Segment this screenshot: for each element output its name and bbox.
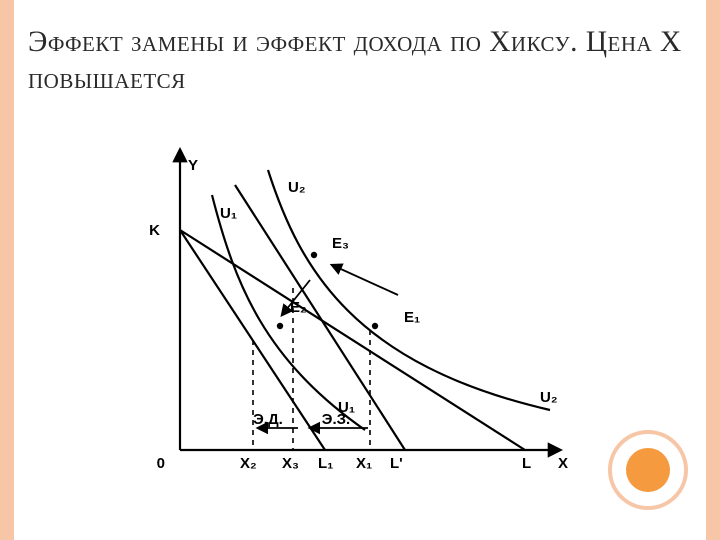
axis-label-x2: X₂ xyxy=(240,455,257,472)
label-U2-bot: U₂ xyxy=(540,389,558,406)
point-E3 xyxy=(311,252,317,258)
point-E1 xyxy=(372,323,378,329)
axis-label-o: 0 xyxy=(157,455,165,472)
arrow-e1_e3 xyxy=(332,265,398,295)
indiff-U2 xyxy=(268,170,550,410)
axis-label-lstar: L' xyxy=(390,455,403,472)
point-E2 xyxy=(277,323,283,329)
page-title: Эффект замены и эффект дохода по Хиксу. … xyxy=(28,24,692,97)
axis-label-x: X xyxy=(558,455,568,472)
label-point-E1: E₁ xyxy=(404,309,420,326)
hicks-diagram: U₁U₁U₂U₂E₁E₂E₃Э.З.Э.Д.YX0KLL'L₁X₁X₂X₃ xyxy=(120,130,620,500)
axis-label-y: Y xyxy=(188,157,198,174)
label-arrow-ed: Э.Д. xyxy=(253,411,283,428)
label-U1-top: U₁ xyxy=(220,205,237,222)
axis-label-l: L xyxy=(522,455,531,472)
axis-label-x3: X₃ xyxy=(282,455,299,472)
axis-label-k: K xyxy=(149,222,160,239)
title-text: Эффект замены и эффект дохода по Хиксу. … xyxy=(28,26,682,95)
accent-dot xyxy=(626,448,670,492)
diagram-container: U₁U₁U₂U₂E₁E₂E₃Э.З.Э.Д.YX0KLL'L₁X₁X₂X₃ xyxy=(120,130,620,500)
axis-label-l1: L₁ xyxy=(318,455,333,472)
label-U2-top: U₂ xyxy=(288,179,306,196)
label-point-E3: E₃ xyxy=(332,235,349,252)
axis-label-x1: X₁ xyxy=(356,455,372,472)
label-arrow-ez: Э.З. xyxy=(322,411,350,428)
